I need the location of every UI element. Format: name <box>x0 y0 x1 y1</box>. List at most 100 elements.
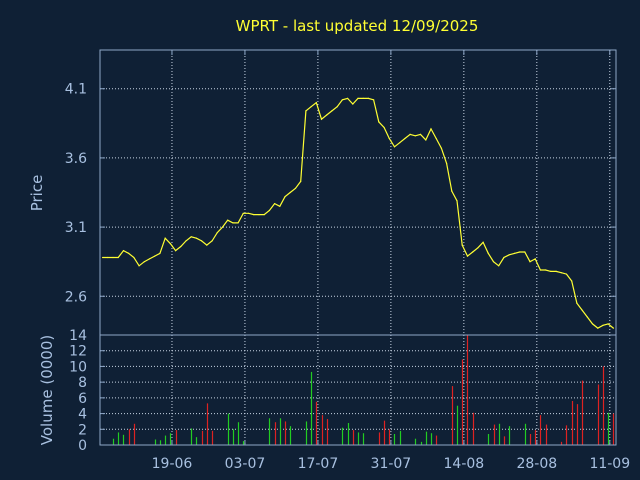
price-series <box>102 97 615 329</box>
price-point <box>336 106 338 108</box>
price-point <box>352 103 354 105</box>
price-point <box>148 258 151 260</box>
price-point <box>237 222 239 224</box>
price-point <box>451 190 453 192</box>
price-point <box>268 209 270 212</box>
price-axis-label: Price <box>28 175 46 212</box>
price-point <box>216 232 218 234</box>
price-point <box>367 97 369 99</box>
volume-tick-label: 4 <box>78 407 87 423</box>
date-tick-label: 11-09 <box>589 456 630 472</box>
price-point <box>201 240 203 242</box>
price-point <box>326 114 328 116</box>
price-point <box>571 280 573 282</box>
price-point <box>258 214 260 216</box>
price-point <box>461 244 463 246</box>
chart-title: WPRT - last updated 12/09/2025 <box>236 17 479 35</box>
price-point <box>487 252 489 254</box>
date-tick-label: 17-07 <box>298 456 339 472</box>
price-point <box>435 137 437 140</box>
price-point <box>247 212 250 214</box>
price-point <box>383 126 385 129</box>
volume-panel-frame <box>99 334 617 446</box>
price-point <box>164 237 166 239</box>
price-point <box>508 254 510 256</box>
price-point <box>310 106 312 108</box>
price-point <box>607 323 609 325</box>
price-point <box>169 243 171 245</box>
volume-grid <box>100 334 616 446</box>
price-point <box>284 196 286 198</box>
price-point <box>581 309 583 311</box>
price-point <box>534 258 536 260</box>
price-point <box>159 252 161 254</box>
price-point <box>315 102 317 104</box>
volume-axis-label: Volume (0000) <box>38 335 56 445</box>
price-point <box>331 110 333 112</box>
price-point <box>347 97 349 99</box>
price-point <box>482 241 484 243</box>
volume-tick-label: 0 <box>78 438 87 454</box>
price-point <box>211 240 213 242</box>
date-tick-label: 28-08 <box>516 456 557 472</box>
volume-bars <box>112 335 615 445</box>
price-point <box>357 97 359 99</box>
date-tick-labels: 19-06 03-07 17-07 31-07 14-08 28-08 11-09 <box>152 456 631 472</box>
price-point <box>586 316 588 318</box>
price-point <box>602 324 604 326</box>
price-tick-label: 3.6 <box>65 151 87 167</box>
price-point <box>195 237 197 239</box>
price-point <box>206 244 208 246</box>
price-point <box>232 222 234 224</box>
price-point <box>294 187 297 189</box>
volume-tick-label: 8 <box>78 375 87 391</box>
price-point <box>446 162 448 164</box>
price-point <box>122 250 125 252</box>
volume-tick-label: 12 <box>69 344 87 360</box>
price-point <box>300 180 302 182</box>
volume-tick-label: 14 <box>69 328 87 344</box>
price-tick-label: 2.6 <box>65 289 87 305</box>
price-point <box>289 191 291 194</box>
price-point <box>180 245 182 248</box>
price-point <box>362 97 364 99</box>
price-point <box>107 256 109 259</box>
price-point <box>279 205 281 207</box>
price-point <box>477 247 479 249</box>
price-point <box>227 219 229 221</box>
price-point <box>102 256 104 259</box>
price-point <box>341 99 343 101</box>
date-tick-label: 03-07 <box>225 456 266 472</box>
price-point <box>320 118 323 120</box>
volume-tick-label: 2 <box>78 422 87 438</box>
price-point <box>393 146 396 148</box>
price-point <box>404 137 406 140</box>
price-grid <box>100 50 616 335</box>
price-point <box>117 256 119 259</box>
price-point <box>503 256 505 259</box>
price-point <box>472 251 474 253</box>
price-point <box>539 269 542 271</box>
price-point <box>388 137 390 140</box>
price-tick-label: 4.1 <box>65 82 87 98</box>
price-point <box>425 139 427 141</box>
price-point <box>274 203 276 205</box>
price-tick-labels: 2.6 3.1 3.6 4.1 <box>65 82 87 306</box>
price-point <box>263 214 265 216</box>
price-point <box>414 135 416 137</box>
volume-tick-label: 10 <box>69 359 87 375</box>
price-point <box>456 200 458 202</box>
price-point <box>430 128 432 130</box>
price-point <box>529 261 531 263</box>
price-point <box>555 270 557 272</box>
price-tick-label: 3.1 <box>65 220 87 236</box>
date-tick-label: 14-08 <box>444 456 485 472</box>
price-point <box>112 256 114 259</box>
price-point <box>154 255 156 257</box>
price-point <box>133 256 135 259</box>
price-point <box>143 261 145 263</box>
price-point <box>591 323 594 325</box>
price-point <box>409 133 411 135</box>
